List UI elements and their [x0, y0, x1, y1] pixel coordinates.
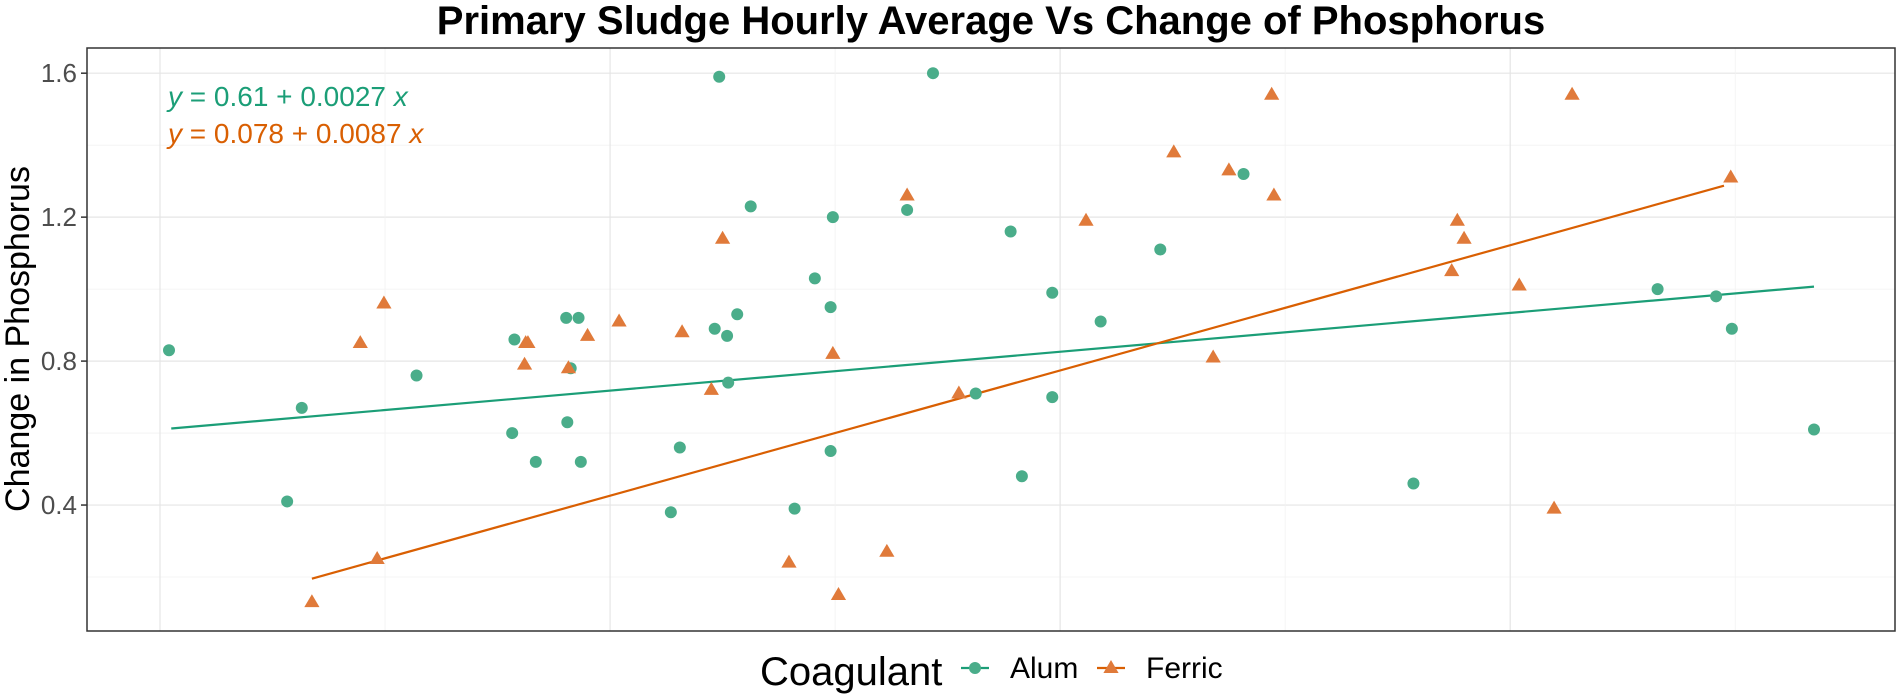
data-point-alum	[1046, 286, 1059, 299]
data-point-ferric	[703, 381, 719, 395]
data-point-alum	[731, 308, 744, 321]
legend-title: Coagulant	[760, 650, 942, 694]
data-point-ferric	[714, 230, 731, 244]
data-point-ferric	[899, 187, 915, 201]
data-point-alum	[826, 211, 839, 224]
data-point-alum	[824, 445, 837, 458]
legend-key-marker	[969, 662, 981, 674]
data-point-ferric	[1221, 162, 1237, 176]
y-axis: 0.4 0.8 1.2 1.6	[41, 58, 87, 520]
data-point-alum	[281, 495, 294, 508]
data-point-alum	[713, 70, 726, 83]
data-points	[163, 67, 1820, 608]
data-point-alum	[1154, 243, 1167, 256]
legend: Coagulant Alum Ferric	[760, 650, 1223, 694]
data-point-alum	[824, 301, 837, 314]
grid-lines	[87, 48, 1895, 631]
y-tick-label: 0.4	[41, 490, 77, 520]
data-point-ferric	[369, 551, 385, 564]
data-point-alum	[1651, 283, 1664, 296]
data-point-alum	[901, 203, 914, 216]
legend-key-marker	[1103, 660, 1119, 673]
data-point-alum	[529, 455, 542, 468]
data-point-ferric	[1264, 86, 1280, 100]
data-point-alum	[560, 311, 573, 324]
data-point-ferric	[1456, 230, 1472, 244]
regression-line-alum	[171, 285, 1815, 430]
y-tick-label: 1.6	[41, 58, 77, 88]
regression-lines	[171, 184, 1815, 580]
regression-equation-alum: y = 0.61 + 0.0027 x	[166, 81, 409, 112]
data-point-ferric	[879, 543, 895, 557]
data-point-ferric	[352, 335, 368, 349]
data-point-ferric	[830, 587, 847, 600]
data-point-ferric	[1723, 169, 1739, 183]
data-point-alum	[744, 200, 757, 213]
data-point-ferric	[304, 594, 320, 608]
legend-item-alum: Alum	[961, 652, 1078, 685]
data-point-ferric	[1444, 263, 1460, 277]
data-point-alum	[1094, 315, 1107, 328]
data-point-ferric	[1166, 144, 1182, 158]
data-point-ferric	[520, 335, 536, 349]
legend-label: Alum	[1010, 652, 1078, 685]
data-point-alum	[561, 416, 574, 429]
data-point-ferric	[579, 327, 596, 341]
data-point-alum	[673, 441, 686, 454]
data-point-alum	[664, 506, 677, 519]
legend-item-ferric: Ferric	[1097, 652, 1223, 685]
data-point-alum	[508, 333, 521, 346]
data-point-alum	[163, 344, 176, 357]
data-point-alum	[295, 401, 308, 414]
data-point-alum	[410, 369, 423, 382]
legend-label: Ferric	[1146, 652, 1223, 685]
data-point-ferric	[1078, 212, 1094, 226]
data-point-alum	[1407, 477, 1420, 490]
data-point-ferric	[376, 295, 392, 309]
data-point-alum	[572, 311, 585, 324]
y-tick-label: 0.8	[41, 346, 77, 376]
data-point-ferric	[1546, 500, 1562, 514]
legend-items: Alum Ferric	[961, 652, 1223, 685]
data-point-alum	[808, 272, 821, 285]
data-point-alum	[1808, 423, 1820, 436]
data-point-ferric	[1511, 277, 1527, 291]
data-point-alum	[574, 455, 587, 468]
data-point-alum	[1046, 391, 1059, 404]
data-point-ferric	[1266, 187, 1282, 201]
data-point-ferric	[1564, 86, 1580, 100]
plot-panel-border	[86, 47, 1896, 632]
y-axis-title: Change in Phosphorus	[0, 166, 37, 512]
data-point-alum	[1710, 290, 1723, 303]
data-point-alum	[722, 376, 735, 389]
data-point-alum	[1015, 470, 1028, 483]
data-point-ferric	[1449, 212, 1465, 226]
data-point-alum	[788, 502, 801, 515]
data-point-alum	[926, 67, 939, 80]
data-point-alum	[969, 387, 982, 400]
data-point-alum	[1004, 225, 1017, 238]
data-point-ferric	[781, 554, 797, 568]
y-tick-label: 1.2	[41, 202, 77, 232]
chart-title: Primary Sludge Hourly Average Vs Change …	[437, 0, 1545, 43]
data-point-alum	[1237, 167, 1250, 180]
data-point-ferric	[516, 356, 533, 370]
data-point-alum	[721, 329, 734, 342]
data-point-ferric	[825, 345, 841, 359]
regression-equations: y = 0.61 + 0.0027 x y = 0.078 + 0.0087 x	[166, 81, 424, 149]
data-point-ferric	[674, 324, 690, 338]
regression-equation-ferric: y = 0.078 + 0.0087 x	[166, 118, 424, 149]
data-point-ferric	[611, 313, 627, 327]
data-point-alum	[708, 322, 721, 335]
data-point-ferric	[560, 360, 577, 374]
regression-line-ferric	[311, 184, 1725, 580]
data-point-alum	[1725, 322, 1738, 335]
data-point-alum	[506, 427, 519, 440]
data-point-ferric	[1205, 349, 1221, 363]
data-point-ferric	[951, 385, 967, 399]
